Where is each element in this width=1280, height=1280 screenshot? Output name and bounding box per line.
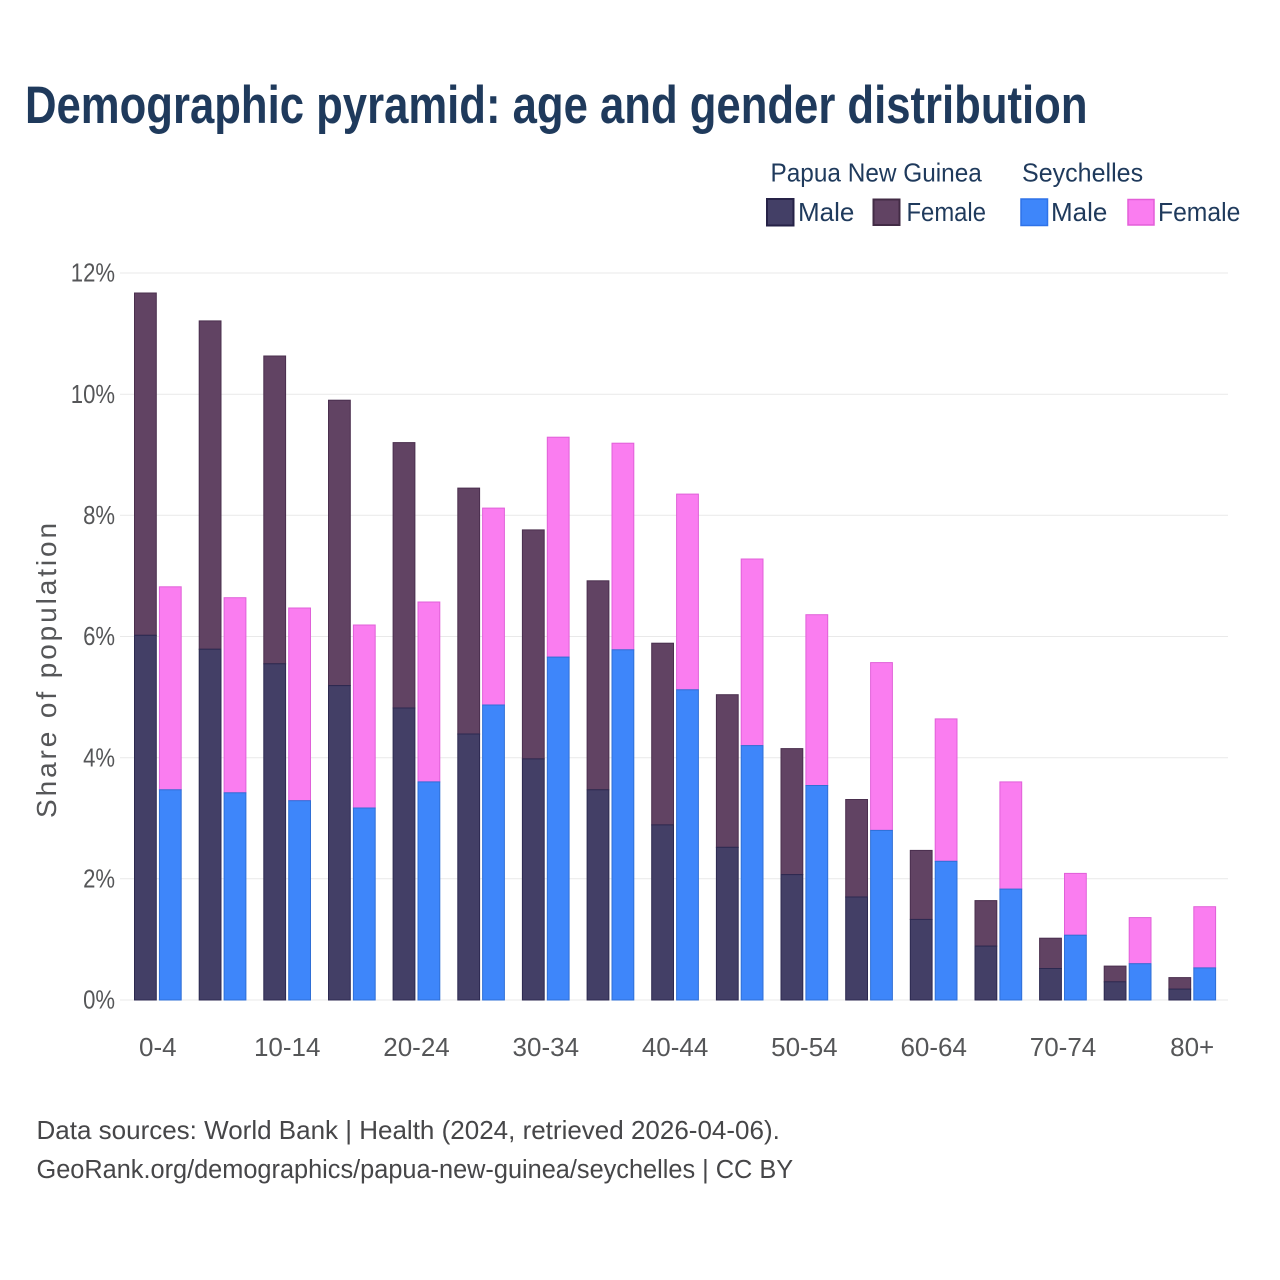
svg-text:GeoRank.org/demographics/papua: GeoRank.org/demographics/papua-new-guine…: [37, 1156, 794, 1184]
svg-text:40-44: 40-44: [642, 1032, 709, 1062]
svg-text:Papua New Guinea: Papua New Guinea: [771, 159, 983, 188]
svg-text:6%: 6%: [83, 623, 115, 652]
svg-text:10%: 10%: [71, 380, 115, 409]
svg-text:Male: Male: [1051, 197, 1107, 227]
svg-text:20-24: 20-24: [383, 1032, 450, 1062]
svg-text:80+: 80+: [1170, 1032, 1214, 1062]
svg-text:Demographic pyramid: age and g: Demographic pyramid: age and gender dist…: [25, 76, 1088, 135]
svg-text:0-4: 0-4: [139, 1032, 177, 1062]
svg-text:0%: 0%: [83, 986, 115, 1015]
svg-text:30-34: 30-34: [513, 1032, 580, 1062]
svg-text:12%: 12%: [71, 259, 115, 288]
svg-text:Seychelles: Seychelles: [1022, 159, 1143, 188]
svg-text:2%: 2%: [83, 865, 115, 894]
svg-text:Male: Male: [798, 197, 854, 227]
svg-text:Female: Female: [1158, 198, 1240, 227]
svg-text:4%: 4%: [83, 744, 115, 773]
svg-text:60-64: 60-64: [900, 1032, 967, 1062]
svg-text:8%: 8%: [83, 501, 115, 530]
svg-text:10-14: 10-14: [254, 1032, 321, 1062]
svg-text:Data sources: World Bank | Hea: Data sources: World Bank | Health (2024,…: [37, 1115, 780, 1145]
svg-text:50-54: 50-54: [771, 1032, 838, 1062]
svg-text:Female: Female: [907, 198, 986, 227]
svg-text:70-74: 70-74: [1030, 1032, 1097, 1062]
svg-text:Share of population: Share of population: [31, 520, 62, 818]
